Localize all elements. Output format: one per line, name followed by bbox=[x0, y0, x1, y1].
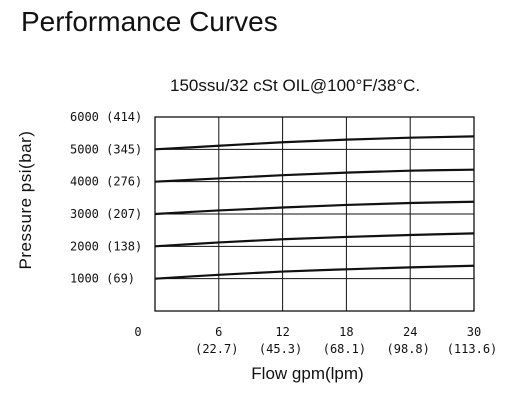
chart-title: 150ssu/32 cSt OIL@100°F/38°C. bbox=[170, 76, 421, 95]
y-tick-label: 2000 (138) bbox=[70, 239, 142, 253]
series-line-5 bbox=[154, 135, 475, 151]
x-tick-label: 18 bbox=[339, 325, 353, 339]
series-line-2 bbox=[154, 232, 475, 248]
y-tick-label: 3000 (207) bbox=[70, 207, 142, 221]
x-tick-label: 6 bbox=[215, 325, 222, 339]
x-tick-label: 0 bbox=[134, 325, 141, 339]
x-tick-sublabel: (113.6) bbox=[447, 342, 498, 356]
y-tick-label: 4000 (276) bbox=[70, 175, 142, 189]
x-tick-labels: 0 6 (22.7) 12 (45.3) 18 (68.1) 24 (98.8) 30 (113.6… bbox=[134, 325, 497, 356]
series-line-4 bbox=[154, 168, 475, 183]
series-line-1 bbox=[154, 264, 475, 280]
grid-lines bbox=[155, 117, 474, 311]
x-axis-label: Flow gpm(lpm) bbox=[251, 364, 364, 383]
x-tick-sublabel: (22.7) bbox=[195, 342, 238, 356]
series-line-3 bbox=[154, 200, 475, 216]
x-tick-sublabel: (68.1) bbox=[323, 342, 366, 356]
x-tick-label: 30 bbox=[467, 325, 481, 339]
y-tick-label: 1000 (69) bbox=[70, 272, 135, 286]
y-tick-label: 6000 (414) bbox=[70, 110, 142, 124]
x-tick-label: 24 bbox=[403, 325, 417, 339]
y-tick-label: 5000 (345) bbox=[70, 142, 142, 156]
x-tick-sublabel: (45.3) bbox=[259, 342, 302, 356]
series-lines bbox=[154, 135, 475, 280]
x-tick-label: 12 bbox=[275, 325, 289, 339]
x-tick-sublabel: (98.8) bbox=[387, 342, 430, 356]
y-tick-labels: 1000 (69) 2000 (138) 3000 (207) 4000 (276) 5… bbox=[70, 110, 142, 286]
page-title: Performance Curves bbox=[21, 6, 278, 37]
